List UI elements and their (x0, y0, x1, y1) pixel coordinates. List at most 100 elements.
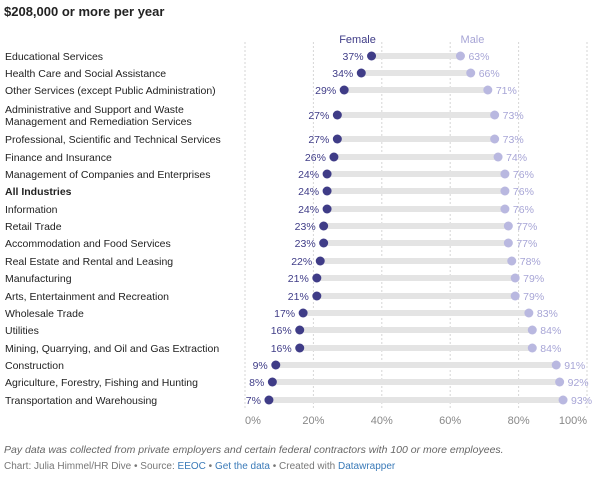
female-dot (312, 291, 322, 301)
male-dot (490, 110, 500, 120)
male-dot (510, 291, 520, 301)
category-label: Construction (5, 360, 64, 372)
credits-sep: • (205, 461, 215, 472)
footnote: Pay data was collected from private empl… (4, 444, 504, 456)
male-dot (555, 377, 565, 387)
category-label: Retail Trade (5, 221, 62, 233)
female-value-label: 8% (249, 377, 264, 389)
category-label: All Industries (5, 186, 72, 198)
category-label: Transportation and Warehousing (5, 395, 157, 407)
dot-plot-chart: 0% 20% 40% 60% 80% 100% Female Male Educational … (5, 34, 592, 427)
female-dot (267, 377, 277, 387)
male-dot (527, 325, 537, 335)
female-dot (322, 186, 332, 196)
female-dot (264, 395, 274, 405)
female-dot (339, 85, 349, 95)
male-value-label: 76% (513, 169, 534, 181)
female-dot (295, 325, 305, 335)
datawrapper-link[interactable]: Datawrapper (337, 461, 396, 472)
x-tick-label: 80% (508, 415, 530, 427)
female-value-label: 26% (305, 152, 326, 164)
female-dot (315, 256, 325, 266)
female-value-label: 17% (274, 308, 295, 320)
female-value-label: 24% (298, 169, 319, 181)
male-dot (455, 51, 465, 61)
male-value-label: 71% (496, 85, 517, 97)
male-dot (490, 134, 500, 144)
male-dot (524, 308, 534, 318)
x-tick-label: 100% (559, 415, 587, 427)
female-value-label: 21% (288, 273, 309, 285)
male-value-label: 76% (513, 204, 534, 216)
category-label: Finance and Insurance (5, 152, 112, 164)
female-value-label: 29% (315, 85, 336, 97)
female-dot (322, 169, 332, 179)
x-tick-label: 20% (302, 415, 324, 427)
x-tick-label: 0% (245, 415, 261, 427)
legend-male: Male (461, 34, 485, 46)
male-dot (466, 68, 476, 78)
male-dot (483, 85, 493, 95)
category-label: Management and Remediation Services (5, 116, 192, 128)
category-label: Other Services (except Public Administra… (5, 85, 216, 97)
female-value-label: 27% (308, 134, 329, 146)
category-label: Educational Services (5, 51, 103, 63)
category-label: Information (5, 204, 58, 216)
category-label: Agriculture, Forestry, Fishing and Hunti… (5, 377, 198, 389)
x-tick-label: 60% (439, 415, 461, 427)
get-data-link[interactable]: Get the data (214, 461, 270, 472)
male-dot (507, 256, 517, 266)
male-value-label: 73% (503, 110, 524, 122)
male-dot (527, 343, 537, 353)
female-value-label: 27% (308, 110, 329, 122)
category-label: Professional, Scientific and Technical S… (5, 134, 221, 146)
female-value-label: 37% (343, 51, 364, 63)
female-dot (319, 238, 329, 248)
female-value-label: 24% (298, 186, 319, 198)
source-link[interactable]: EEOC (177, 461, 206, 472)
female-dot (356, 68, 366, 78)
male-dot (558, 395, 568, 405)
male-value-label: 66% (479, 68, 500, 80)
male-value-label: 73% (503, 134, 524, 146)
female-dot (298, 308, 308, 318)
male-dot (500, 204, 510, 214)
female-dot (312, 273, 322, 283)
category-label: Arts, Entertainment and Recreation (5, 291, 169, 303)
male-dot (500, 186, 510, 196)
male-value-label: 84% (540, 325, 561, 337)
category-label: Wholesale Trade (5, 308, 84, 320)
category-label: Manufacturing (5, 273, 72, 285)
female-value-label: 21% (288, 291, 309, 303)
male-value-label: 83% (537, 308, 558, 320)
male-value-label: 74% (506, 152, 527, 164)
female-value-label: 9% (253, 360, 268, 372)
female-value-label: 23% (295, 221, 316, 233)
male-dot (493, 152, 503, 162)
credits: Chart: Julia Himmel/HR Dive • Source: EE… (4, 461, 395, 472)
female-dot (319, 221, 329, 231)
female-value-label: 23% (295, 238, 316, 250)
male-value-label: 63% (468, 51, 489, 63)
x-tick-label: 40% (371, 415, 393, 427)
male-dot (500, 169, 510, 179)
male-value-label: 84% (540, 343, 561, 355)
female-value-label: 16% (271, 325, 292, 337)
male-dot (503, 221, 513, 231)
male-value-label: 91% (564, 360, 585, 372)
male-dot (551, 360, 561, 370)
chart-title: $208,000 or more per year (4, 4, 165, 19)
female-dot (271, 360, 281, 370)
legend-female: Female (339, 34, 376, 46)
male-value-label: 78% (520, 256, 541, 268)
male-value-label: 77% (516, 221, 537, 233)
male-dot (503, 238, 513, 248)
category-label: Management of Companies and Enterprises (5, 169, 210, 181)
male-dot (510, 273, 520, 283)
category-label: Accommodation and Food Services (5, 238, 171, 250)
category-label: Utilities (5, 325, 39, 337)
male-value-label: 93% (571, 395, 592, 407)
male-value-label: 76% (513, 186, 534, 198)
female-value-label: 34% (332, 68, 353, 80)
category-label: Administrative and Support and Waste (5, 104, 184, 116)
